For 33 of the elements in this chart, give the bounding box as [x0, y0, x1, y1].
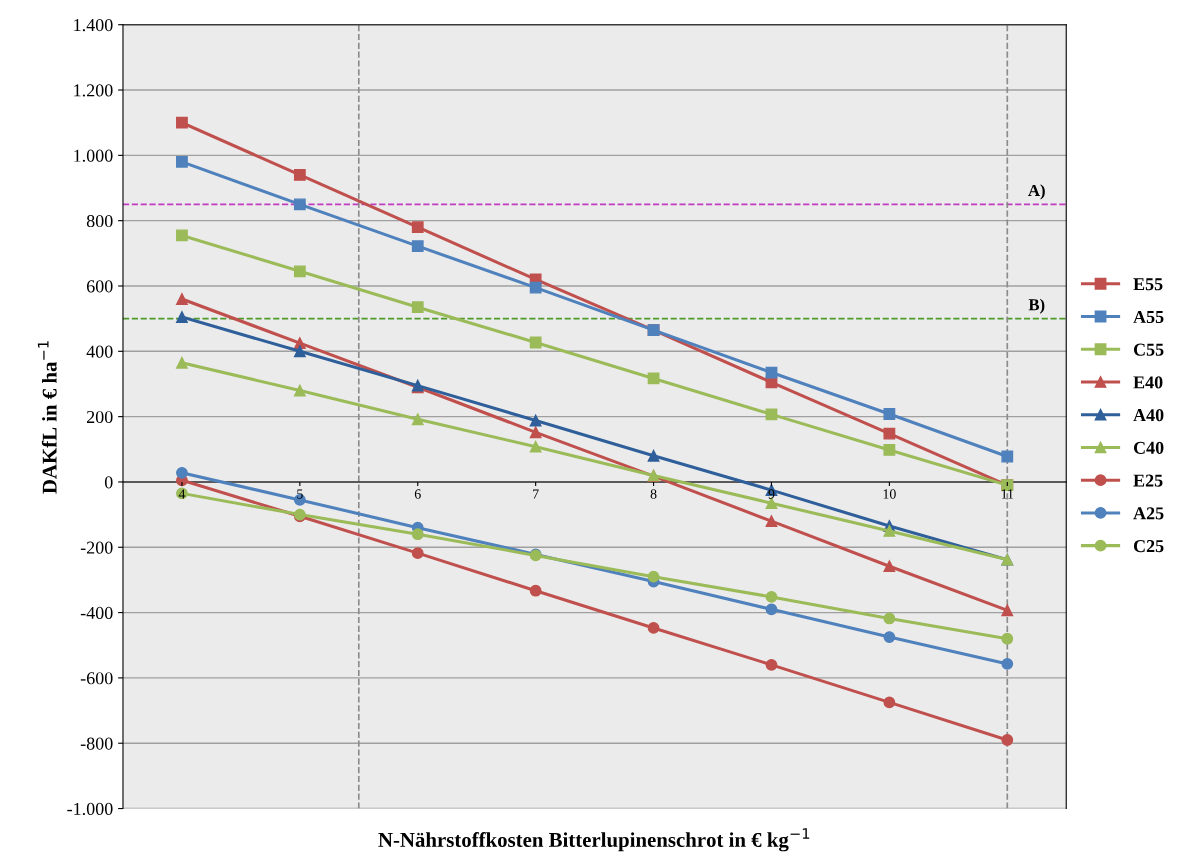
x-tick-label: 6: [414, 489, 421, 499]
legend-label: E25: [1133, 474, 1163, 487]
y-axis-title: DAKfL in € ha$^{−1}$: [37, 341, 57, 494]
legend-label: C55: [1133, 343, 1164, 356]
x-tick-label: 5: [297, 489, 303, 499]
y-tick-label: 1.000: [74, 149, 113, 162]
y-tick-label: -600: [80, 672, 113, 685]
y-tick-label: -200: [80, 541, 113, 554]
x-tick-label: 7: [533, 489, 539, 499]
legend-label: C25: [1133, 540, 1164, 553]
legend-label: C40: [1133, 441, 1164, 454]
x-tick-label: 11: [1001, 489, 1014, 499]
legend-label: A40: [1133, 409, 1164, 422]
y-tick-label: -400: [80, 606, 113, 620]
y-tick-label: 400: [86, 345, 113, 358]
ref-line-label: A): [1028, 184, 1045, 200]
y-tick-label: 1.200: [74, 84, 113, 97]
legend-label: A25: [1133, 507, 1164, 520]
ref-line-label: B): [1028, 298, 1045, 314]
x-tick-label: 8: [650, 489, 657, 499]
y-tick-label: 600: [86, 280, 113, 293]
legend-label: E40: [1133, 376, 1163, 389]
y-tick-label: 800: [86, 214, 113, 228]
x-tick-label: 4: [178, 489, 186, 499]
y-tick-label: 200: [86, 410, 113, 424]
y-tick-label: -1.000: [67, 802, 113, 816]
x-tick-label: 10: [883, 489, 896, 499]
y-tick-label: -800: [80, 737, 113, 750]
y-tick-label: 0: [104, 476, 113, 489]
x-axis-title: N-Nährstoffkosten Bitterlupinenschrot in € kg$^{−1}$: [378, 828, 810, 852]
y-tick-label: 1.400: [74, 18, 113, 32]
legend-label: E55: [1133, 278, 1163, 291]
legend-label: A55: [1133, 310, 1164, 323]
